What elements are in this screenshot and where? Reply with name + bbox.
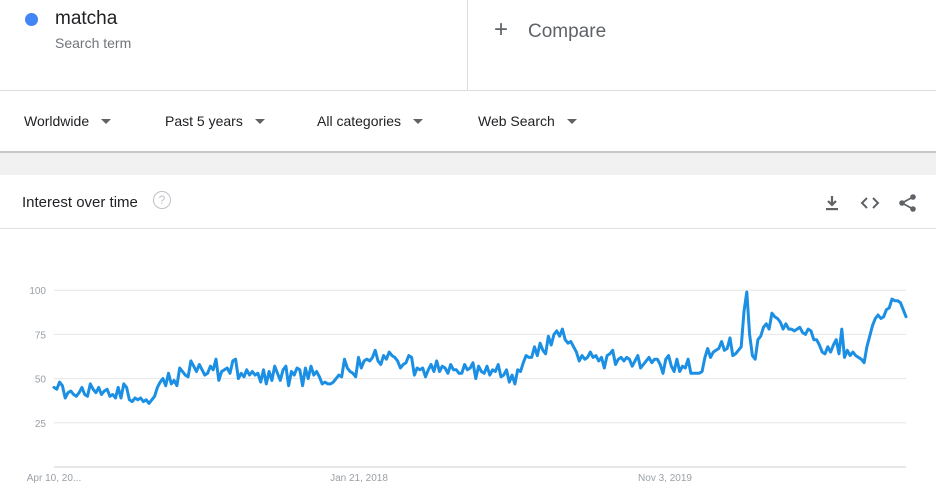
y-tick-label-100: 100 xyxy=(29,286,46,297)
filter-region[interactable]: Worldwide xyxy=(24,113,112,129)
filters-bar: Worldwide Past 5 years All categories We… xyxy=(0,91,936,151)
filter-category-label: All categories xyxy=(317,113,402,129)
filter-category[interactable]: All categories xyxy=(317,113,424,129)
caret-down-icon xyxy=(566,118,577,124)
divider xyxy=(0,90,936,91)
y-tick-label-50: 50 xyxy=(35,375,47,386)
download-icon[interactable] xyxy=(822,193,842,213)
interest-over-time-card: Interest over time ? xyxy=(0,175,936,488)
series-line-matcha xyxy=(52,290,908,405)
background-band xyxy=(0,153,936,175)
card-actions xyxy=(822,193,918,213)
y-tick-label-25: 25 xyxy=(35,419,47,430)
search-term-subtitle: Search term xyxy=(55,35,132,51)
x-tick-label-0: Apr 10, 20... xyxy=(27,473,81,484)
caret-down-icon xyxy=(254,118,265,124)
filter-region-label: Worldwide xyxy=(24,113,90,129)
filter-time-range-label: Past 5 years xyxy=(165,113,243,129)
filters-shadow xyxy=(0,151,936,153)
series-color-dot xyxy=(25,13,38,26)
compare-label: Compare xyxy=(528,21,607,42)
search-term-card[interactable]: matcha Search term xyxy=(0,0,468,90)
compare-button[interactable]: + Compare xyxy=(468,0,936,90)
help-icon[interactable]: ? xyxy=(153,191,171,209)
share-icon[interactable] xyxy=(898,193,918,213)
search-term-name: matcha xyxy=(55,8,118,29)
x-tick-label-2: Nov 3, 2019 xyxy=(638,473,692,484)
x-tick-label-1: Jan 21, 2018 xyxy=(330,473,388,484)
y-tick-label-75: 75 xyxy=(35,330,47,341)
filter-search-type-label: Web Search xyxy=(478,113,555,129)
caret-down-icon xyxy=(101,118,112,124)
caret-down-icon xyxy=(413,118,424,124)
card-divider xyxy=(0,228,936,229)
filter-search-type[interactable]: Web Search xyxy=(478,113,577,129)
plus-icon: + xyxy=(494,16,509,43)
card-title: Interest over time xyxy=(22,194,138,211)
embed-icon[interactable] xyxy=(860,193,880,213)
filter-time-range[interactable]: Past 5 years xyxy=(165,113,265,129)
